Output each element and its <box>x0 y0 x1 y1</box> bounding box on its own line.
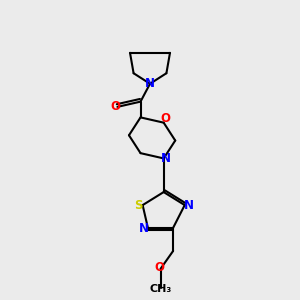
Text: O: O <box>110 100 120 113</box>
Text: CH₃: CH₃ <box>149 284 172 294</box>
Text: S: S <box>135 199 143 212</box>
Text: N: N <box>139 222 149 236</box>
Text: N: N <box>184 199 194 212</box>
Text: O: O <box>161 112 171 125</box>
Text: N: N <box>161 152 171 165</box>
Text: O: O <box>154 261 164 274</box>
Text: N: N <box>145 77 155 90</box>
